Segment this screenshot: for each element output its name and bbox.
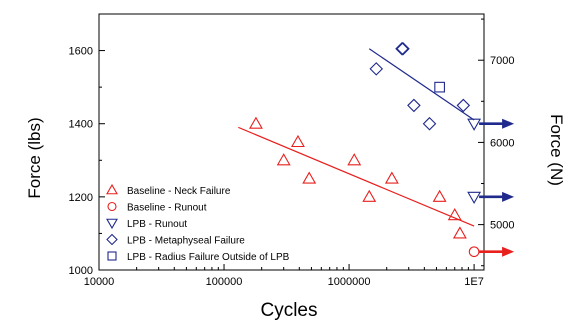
data-point (396, 41, 410, 56)
legend-marker (106, 218, 118, 230)
data-point (362, 189, 377, 202)
runout-arrow-head (502, 191, 515, 202)
x-tick-label: 10000 (84, 276, 115, 288)
data-point (369, 62, 384, 76)
data-point (407, 98, 421, 113)
x-tick-label: 1E7 (464, 276, 484, 288)
axes-layer: 10000 100000 1000000 1E7 1000 1200 1400 1600 500… (69, 13, 514, 288)
y2-axis-label: Force (N) (547, 114, 566, 186)
data-point (276, 153, 291, 166)
legend-marker (106, 183, 118, 195)
legend-label: LPB - Runout (127, 219, 187, 230)
trendline-lpb (368, 48, 475, 121)
trendlines-layer (238, 48, 475, 227)
y-tick-label: 1000 (69, 265, 93, 277)
data-point (347, 153, 362, 166)
data-point (422, 116, 437, 131)
y-axis-label: Force (lbs) (25, 117, 44, 198)
legend-marker (107, 201, 117, 212)
y-tick-label: 1400 (69, 119, 93, 131)
trendline-baseline (238, 126, 475, 227)
data-point (290, 134, 305, 148)
data-point (467, 191, 482, 204)
legend-label: Baseline - Runout (127, 203, 207, 214)
data-point (468, 246, 480, 258)
data-point (467, 118, 482, 131)
legend-marker (106, 233, 118, 246)
data-point (395, 41, 409, 56)
data-point (302, 171, 317, 184)
legend-marker (107, 251, 117, 261)
y2-tick-label: 7000 (490, 55, 514, 67)
y2-tick-label: 5000 (490, 220, 514, 232)
runout-arrow-head (502, 246, 515, 257)
data-point (447, 208, 462, 221)
data-point (384, 171, 399, 184)
x-tick-label: 100000 (206, 276, 243, 288)
y2-tick-label: 6000 (490, 137, 514, 149)
plot-frame (98, 13, 485, 271)
y-tick-label: 1200 (69, 192, 93, 204)
markers-layer (249, 41, 515, 258)
legend-label: LPB - Radius Failure Outside of LPB (127, 252, 290, 263)
y-tick-label: 1600 (69, 46, 93, 58)
data-point (432, 189, 447, 202)
x-axis-label: Cycles (260, 300, 317, 321)
x-tick-label: 1000000 (328, 276, 371, 288)
data-point (249, 116, 263, 129)
legend-label: LPB - Metaphyseal Failure (127, 236, 245, 247)
runout-arrow-head (502, 118, 515, 129)
data-point (456, 98, 471, 113)
legend: Baseline - Neck Failure Baseline - Runout… (106, 183, 290, 263)
data-point (452, 226, 467, 239)
data-point (434, 81, 445, 93)
legend-label: Baseline - Neck Failure (127, 186, 231, 197)
